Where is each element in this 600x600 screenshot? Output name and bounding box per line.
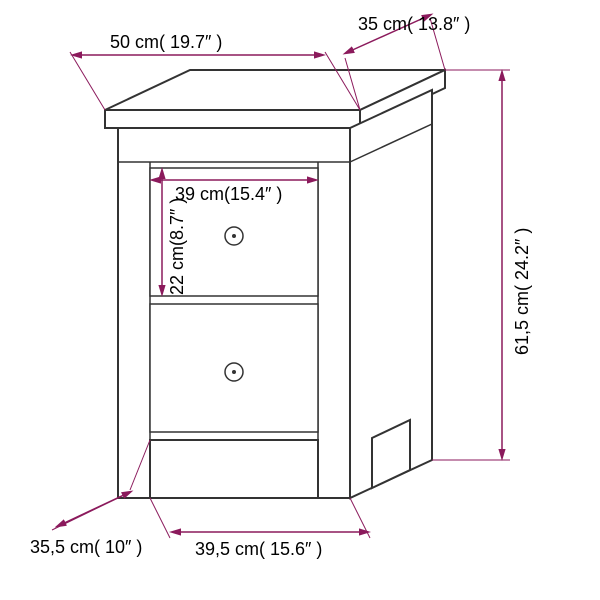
dim-label: 22 cm(8.7″ ) [167, 198, 187, 295]
dim-label: 39 cm(15.4″ ) [175, 184, 282, 204]
cabinet-body [118, 90, 432, 498]
dim-label: 61,5 cm( 24.2″ ) [512, 228, 532, 355]
dim-total-height: 61,5 cm( 24.2″ ) [432, 70, 532, 460]
dim-base-width: 39,5 cm( 15.6″ ) [150, 498, 370, 559]
dimension-diagram: 50 cm( 19.7″ ) 35 cm( 13.8″ ) 39 cm(15.4… [0, 0, 600, 600]
dim-label: 39,5 cm( 15.6″ ) [195, 539, 322, 559]
dim-label: 50 cm( 19.7″ ) [110, 32, 222, 52]
dim-label: 35,5 cm( 10″ ) [30, 537, 142, 557]
dim-label: 35 cm( 13.8″ ) [358, 14, 470, 34]
